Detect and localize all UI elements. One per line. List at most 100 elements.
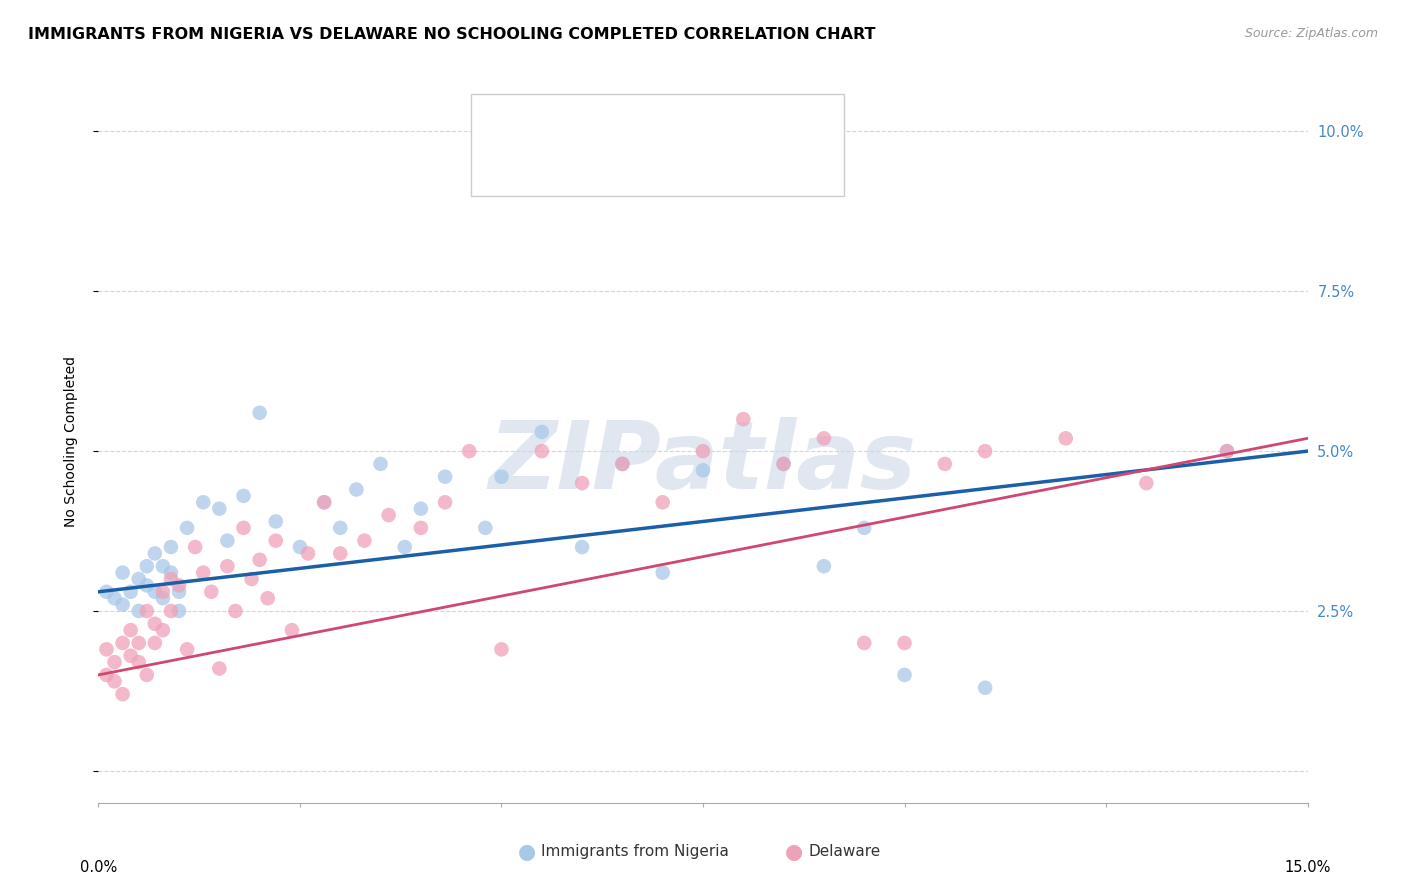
Point [571, 476, 593, 491]
Point [651, 495, 673, 509]
Point [474, 521, 496, 535]
Text: 15.0%: 15.0% [1285, 861, 1330, 875]
Point [264, 533, 287, 548]
Point [160, 540, 183, 554]
Point [232, 489, 254, 503]
Point [249, 553, 271, 567]
Point [143, 616, 166, 631]
Point [934, 457, 956, 471]
Point [530, 444, 553, 458]
Text: IMMIGRANTS FROM NIGERIA VS DELAWARE NO SCHOOLING COMPLETED CORRELATION CHART: IMMIGRANTS FROM NIGERIA VS DELAWARE NO S… [28, 27, 876, 42]
Point [103, 655, 125, 669]
Point [314, 495, 336, 509]
Point [103, 591, 125, 606]
Point [409, 521, 432, 535]
Point [160, 604, 183, 618]
Point [1054, 431, 1077, 445]
Point [1135, 476, 1157, 491]
Point [256, 591, 278, 606]
Point [434, 495, 457, 509]
Point [853, 521, 876, 535]
Text: 0.220: 0.220 [572, 114, 628, 132]
Point [167, 604, 190, 618]
Point [377, 508, 399, 522]
Point [208, 661, 231, 675]
Point [288, 540, 311, 554]
Point [329, 546, 352, 560]
Point [344, 483, 367, 497]
Point [813, 559, 835, 574]
Point [394, 540, 416, 554]
Point [772, 457, 794, 471]
Point [612, 457, 634, 471]
Point [128, 636, 150, 650]
Point [813, 431, 835, 445]
Point [491, 469, 513, 483]
Text: ●: ● [786, 842, 803, 862]
Point [692, 444, 714, 458]
Point [434, 469, 457, 483]
Text: ZIPatlas: ZIPatlas [489, 417, 917, 509]
Text: N =: N = [636, 155, 675, 173]
Point [974, 444, 997, 458]
Text: Delaware: Delaware [808, 845, 880, 859]
Text: ●: ● [519, 842, 536, 862]
Point [232, 521, 254, 535]
Point [103, 674, 125, 689]
Point [96, 642, 118, 657]
Point [224, 604, 246, 618]
Point [120, 623, 142, 637]
Point [152, 559, 174, 574]
Text: R =: R = [530, 155, 575, 173]
Point [200, 584, 222, 599]
Point [111, 598, 134, 612]
Point [111, 636, 134, 650]
Text: 45: 45 [675, 114, 700, 132]
Point [152, 591, 174, 606]
Point [772, 457, 794, 471]
Text: R =: R = [530, 114, 569, 132]
Point [217, 533, 239, 548]
Point [143, 636, 166, 650]
Point [974, 681, 997, 695]
Point [120, 584, 142, 599]
Point [893, 636, 915, 650]
Text: Source: ZipAtlas.com: Source: ZipAtlas.com [1244, 27, 1378, 40]
Point [651, 566, 673, 580]
Y-axis label: No Schooling Completed: No Schooling Completed [63, 356, 77, 527]
Point [120, 648, 142, 663]
Point [264, 515, 287, 529]
Point [217, 559, 239, 574]
Point [176, 521, 198, 535]
Point [1216, 444, 1239, 458]
Point [143, 584, 166, 599]
Point [152, 623, 174, 637]
Point [96, 584, 118, 599]
Point [152, 584, 174, 599]
Point [135, 604, 157, 618]
Point [128, 655, 150, 669]
Point [612, 457, 634, 471]
Point [297, 546, 319, 560]
Point [167, 578, 190, 592]
Point [135, 559, 157, 574]
Point [249, 406, 271, 420]
Point [1216, 444, 1239, 458]
Point [96, 668, 118, 682]
Point [128, 572, 150, 586]
Point [208, 501, 231, 516]
Point [184, 540, 207, 554]
Point [193, 495, 215, 509]
Point [281, 623, 304, 637]
Point [853, 636, 876, 650]
Point [143, 546, 166, 560]
Point [111, 687, 134, 701]
Text: 0.0%: 0.0% [80, 861, 117, 875]
Point [893, 668, 915, 682]
Text: 56: 56 [675, 155, 700, 173]
Point [491, 642, 513, 657]
Point [135, 578, 157, 592]
Point [193, 566, 215, 580]
Point [128, 604, 150, 618]
Point [353, 533, 375, 548]
